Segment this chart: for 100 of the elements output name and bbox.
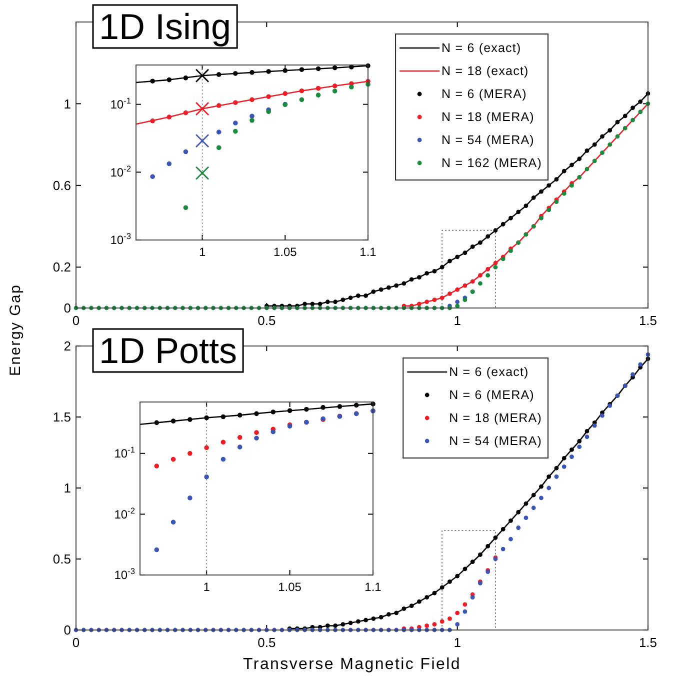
point <box>254 411 259 416</box>
point <box>150 118 155 124</box>
chart-title: 1D Potts <box>99 330 238 371</box>
point <box>254 430 259 435</box>
point <box>170 520 176 525</box>
point <box>493 260 498 266</box>
point <box>417 275 422 280</box>
point <box>455 610 460 616</box>
legend-label: N = 18 (exact) <box>442 64 529 78</box>
point <box>266 94 271 99</box>
point <box>220 414 226 420</box>
point <box>539 189 544 194</box>
point <box>592 142 597 147</box>
y-tick-label: 1 <box>64 96 71 112</box>
point <box>333 300 338 304</box>
point <box>332 65 338 70</box>
point <box>316 66 321 72</box>
y-tick-label: 10$^{-1}$ <box>110 96 132 112</box>
point <box>562 168 566 174</box>
point <box>216 103 222 108</box>
point <box>516 210 521 214</box>
point <box>516 510 521 514</box>
point <box>220 440 226 445</box>
point <box>500 222 506 226</box>
point <box>455 300 460 304</box>
point <box>546 474 552 479</box>
point <box>531 492 536 498</box>
point <box>250 118 254 123</box>
legend-label: N = 18 (MERA) <box>442 110 534 124</box>
point <box>409 604 414 608</box>
legend-label: N = 6 (MERA) <box>449 388 534 402</box>
point <box>371 616 376 621</box>
point <box>508 216 513 220</box>
point <box>299 67 304 72</box>
point <box>154 420 160 426</box>
point <box>378 287 384 292</box>
y-tick-label: 1.5 <box>52 410 71 425</box>
chart-title: 1D Ising <box>99 6 232 47</box>
point <box>316 92 321 98</box>
point <box>455 574 460 578</box>
point <box>166 161 172 166</box>
point <box>304 406 309 412</box>
point <box>250 114 254 119</box>
y-tick-label: 10$^{-1}$ <box>114 444 136 461</box>
legend-label: N = 54 (MERA) <box>442 133 534 147</box>
point <box>166 114 172 120</box>
x-tick-label: 1.1 <box>364 580 382 594</box>
point <box>154 464 160 468</box>
point <box>340 622 346 627</box>
point <box>154 547 160 552</box>
point <box>470 279 475 284</box>
point <box>470 244 475 249</box>
point <box>462 250 468 256</box>
point <box>204 445 209 450</box>
point <box>432 298 437 302</box>
legend-label: N = 18 (MERA) <box>449 411 542 425</box>
point <box>386 285 391 290</box>
point <box>310 302 315 306</box>
point <box>356 294 360 298</box>
point <box>282 91 288 96</box>
point <box>462 602 468 607</box>
point <box>233 100 238 106</box>
y-tick-label: 10$^{-2}$ <box>114 505 136 522</box>
point <box>462 566 468 572</box>
point <box>266 69 271 74</box>
point <box>470 560 475 564</box>
point <box>150 174 155 180</box>
point <box>486 234 490 239</box>
x-tick-label: 1.05 <box>278 580 302 594</box>
y-tick-label: 10$^{-2}$ <box>110 163 132 180</box>
y-tick-label: 0.2 <box>52 260 71 275</box>
point <box>348 296 353 300</box>
point <box>233 120 238 126</box>
legend-label: N = 6 (exact) <box>449 365 529 379</box>
point <box>524 204 528 208</box>
point <box>448 258 452 264</box>
point <box>318 302 322 306</box>
y-tick-label: 0 <box>64 300 71 316</box>
point <box>220 456 226 462</box>
y-tick-label: 0.5 <box>52 552 71 567</box>
point <box>183 205 188 210</box>
x-tick-label: 1 <box>198 245 206 259</box>
point <box>402 281 406 286</box>
legend-label: N = 6 (MERA) <box>442 87 527 101</box>
point <box>233 128 238 134</box>
x-tick-label: 1 <box>454 635 461 650</box>
point <box>584 148 590 153</box>
point <box>394 610 399 616</box>
point <box>394 283 399 288</box>
point <box>364 618 368 622</box>
point <box>554 177 559 182</box>
point <box>250 97 254 102</box>
point <box>424 595 430 600</box>
point <box>332 83 338 88</box>
point <box>333 624 338 628</box>
point <box>299 88 304 94</box>
point <box>316 86 321 91</box>
point <box>448 292 452 296</box>
point <box>254 436 259 441</box>
point <box>325 300 330 304</box>
